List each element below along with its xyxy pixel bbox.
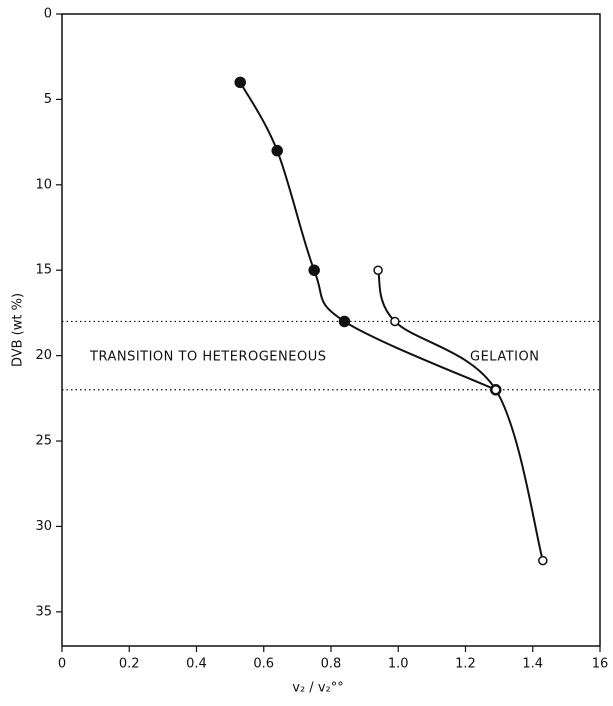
series-line: [377, 269, 544, 561]
data-point: [271, 144, 283, 157]
annotation: TRANSITION TO HETEROGENEOUS: [89, 350, 326, 365]
data-point: [390, 316, 400, 327]
data-point: [491, 385, 501, 395]
x-tick-label: 0.8: [321, 657, 342, 672]
data-point: [373, 265, 383, 275]
data-point: [538, 555, 548, 566]
x-tick-label: 1.4: [522, 657, 543, 672]
y-tick-label: 35: [35, 604, 52, 619]
y-tick-label: 30: [35, 519, 52, 534]
y-tick-label: 25: [35, 434, 52, 449]
y-tick-label: 15: [35, 263, 52, 278]
x-tick-label: 0: [58, 657, 66, 672]
data-point: [234, 76, 246, 89]
annotation: GELATION: [470, 350, 539, 365]
y-axis-label: DVB (wt %): [11, 293, 26, 367]
y-tick-label: 5: [44, 92, 52, 107]
x-tick-label: 0.2: [119, 657, 140, 672]
x-tick-label: 0.6: [253, 657, 274, 672]
data-point: [308, 264, 320, 276]
series-line: [239, 81, 497, 391]
plot-frame: [61, 13, 601, 647]
x-axis-label: v₂ / v₂°°: [292, 681, 343, 696]
data-point: [338, 315, 351, 328]
y-tick-label: 20: [35, 348, 52, 363]
x-tick-label: 16: [592, 657, 609, 672]
x-tick-label: 1.2: [455, 657, 476, 672]
y-tick-label: 10: [35, 177, 52, 192]
x-tick-label: 1.0: [388, 657, 409, 672]
x-tick-label: 0.4: [186, 657, 207, 672]
y-tick-label: 0: [44, 7, 52, 22]
